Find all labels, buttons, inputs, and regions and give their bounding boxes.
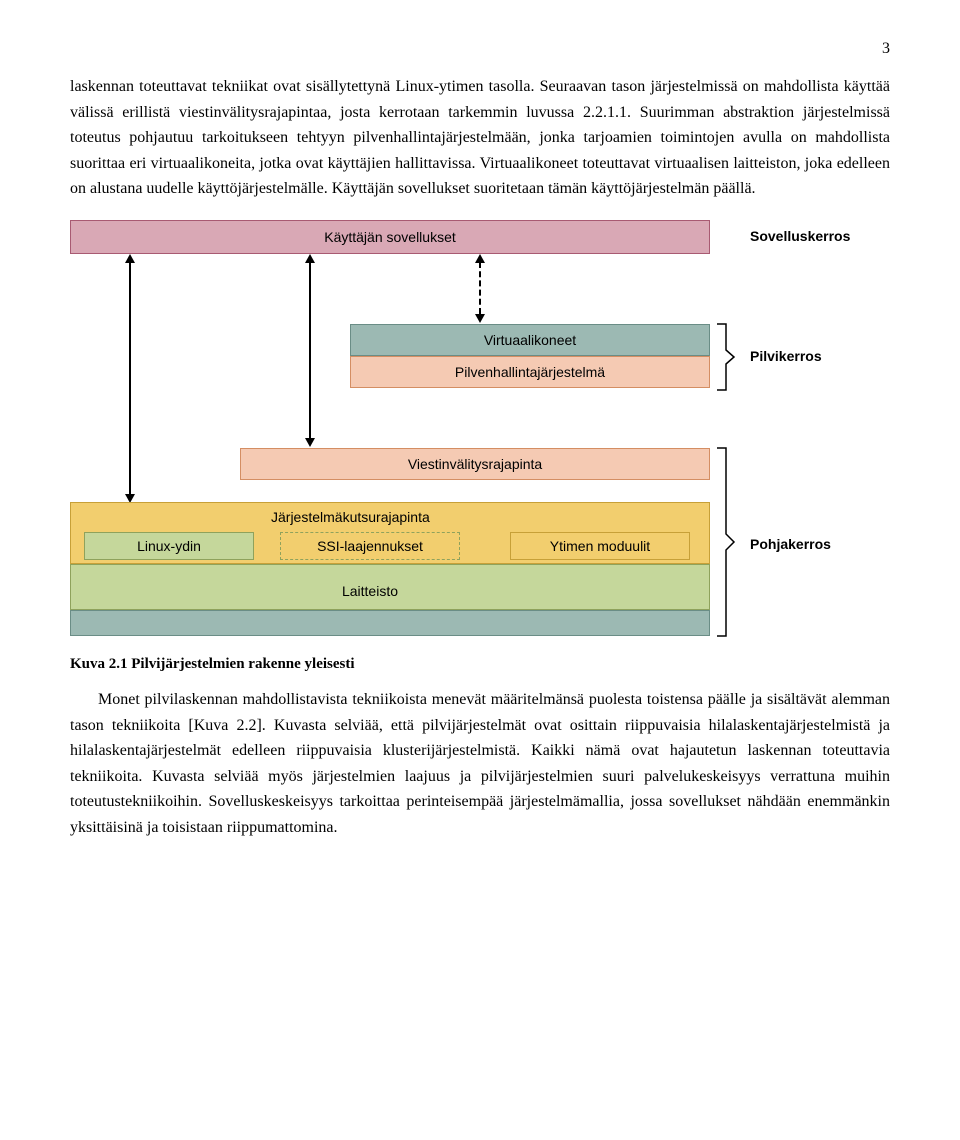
layer-label-base: Pohjakerros [750,536,831,552]
box-app-label: Käyttäjän sovellukset [324,229,456,245]
box-hw [70,610,710,636]
box-hw-label: Laitteisto [342,583,398,599]
box-modules-label: Ytimen moduulit [550,538,650,554]
box-linux: Linux-ydin [84,532,254,560]
arrow-line-dashed [479,262,481,314]
figure-caption: Kuva 2.1 Pilvijärjestelmien rakenne ylei… [70,656,890,673]
box-vm: Virtuaalikoneet [350,324,710,356]
architecture-diagram: Käyttäjän sovellukset Sovelluskerros Vir… [70,220,890,650]
box-cloudmgmt: Pilvenhallintajärjestelmä [350,356,710,388]
box-ssi: SSI-laajennukset [280,532,460,560]
box-modules: Ytimen moduulit [510,532,690,560]
page-number: 3 [70,40,890,58]
box-msg-label: Viestinvälitysrajapinta [408,456,542,472]
arrow-line [129,262,131,494]
box-ssi-label: SSI-laajennukset [317,538,423,554]
bracket-base [714,446,740,638]
box-cloudmgmt-label: Pilvenhallintajärjestelmä [455,364,605,380]
layer-label-cloud: Pilvikerros [750,348,822,364]
box-app: Käyttäjän sovellukset [70,220,710,254]
arrow-icon [305,438,315,447]
bracket-cloud [714,322,740,392]
box-msg: Viestinvälitysrajapinta [240,448,710,480]
box-hw-label-wrap: Laitteisto [280,580,460,602]
layer-label-app: Sovelluskerros [750,228,850,244]
paragraph-bottom: Monet pilvilaskennan mahdollistavista te… [70,687,890,841]
paragraph-top: laskennan toteuttavat tekniikat ovat sis… [70,74,890,202]
box-vm-label: Virtuaalikoneet [484,332,576,348]
arrow-line [309,262,311,438]
box-syscall-label: Järjestelmäkutsurajapinta [271,509,430,525]
box-linux-label: Linux-ydin [137,538,201,554]
arrow-icon [475,314,485,323]
